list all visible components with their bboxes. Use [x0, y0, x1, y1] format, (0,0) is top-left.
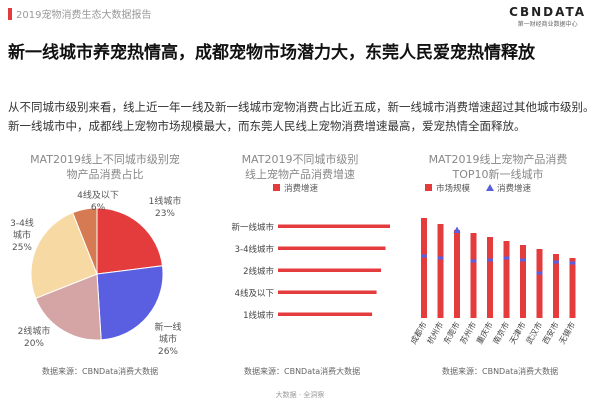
growth-bar-1: [278, 224, 390, 228]
growth-category-label-3: 2线城市: [243, 266, 274, 277]
top10-legend-swatch-1: [425, 184, 432, 191]
top10-growth-marker-10: [569, 261, 576, 265]
top10-bar-3: [454, 230, 460, 318]
logo-text: CBNDATA: [509, 5, 586, 19]
growth-category-label-4: 4线及以下: [235, 288, 275, 299]
pie-label-2-b: 城市: [159, 333, 177, 345]
top10-source: 数据来源：CBNData消费大数据: [442, 367, 559, 376]
growth-bar-3: [278, 268, 381, 272]
growth-bar-2: [278, 246, 386, 250]
pie-slice-4: [30, 211, 98, 299]
growth-bar-5: [278, 312, 373, 316]
top10-bar-6: [503, 241, 510, 318]
top10-legend-label-2: 消费增速: [497, 183, 532, 194]
pie-label-3: 2线城市: [18, 325, 51, 337]
top10-growth-marker-7: [520, 258, 526, 262]
pie-label-4-b: 城市: [13, 229, 31, 241]
report-header: 2019宠物消费生态大数据报告 CBNDATA 第一财经商业数据中心: [0, 0, 600, 30]
top10-bar-7: [520, 245, 526, 318]
pie-label-1: 1线城市: [149, 195, 182, 207]
top10-bar-5: [487, 237, 493, 318]
top10-bar-1: [421, 218, 427, 318]
top10-bar-2: [437, 224, 444, 318]
pie-value-3: 20%: [24, 339, 44, 349]
top10-growth-marker-5: [487, 258, 493, 262]
growth-legend-swatch: [273, 184, 280, 191]
logo-subtext: 第一财经商业数据中心: [517, 21, 578, 28]
pie-title-line-2: 物产品消费占比: [66, 168, 144, 181]
cbndata-logo: CBNDATA 第一财经商业数据中心: [509, 5, 586, 28]
pie-slice-2: [96, 265, 164, 341]
growth-category-label-2: 3-4线城市: [235, 244, 275, 255]
pie-slice-5: [72, 207, 98, 275]
growth-source: 数据来源：CBNData消费大数据: [244, 367, 361, 376]
top10-title-line-1: MAT2019线上宠物产品消费: [428, 153, 568, 166]
top10-bar-9: [553, 254, 559, 318]
pie-slice-1: [96, 207, 164, 275]
top10-legend-label-1: 市场规模: [436, 183, 471, 194]
pie-label-4: 3-4线: [10, 217, 34, 229]
top10-chart-title: MAT2019线上宠物产品消费 TOP10新一线城市: [408, 152, 588, 182]
pie-value-1: 23%: [155, 209, 175, 219]
top10-growth-marker-4: [470, 259, 477, 263]
top10-growth-marker-9: [553, 260, 559, 264]
summary-text: 从不同城市级别来看，线上近一年一线及新一线城市宠物消费占比近五成，新一线城市消费…: [8, 100, 595, 133]
pie-value-5: 6%: [91, 203, 106, 213]
growth-category-label-5: 1线城市: [243, 310, 274, 321]
pie-label-5: 4线及以下: [77, 189, 119, 201]
top10-growth-marker-6: [503, 256, 510, 260]
report-title: 2019宠物消费生态大数据报告: [16, 10, 152, 21]
pie-title-line-1: MAT2019线上不同城市级别宠: [30, 153, 180, 166]
growth-title-line-2: 线上宠物产品消费增速: [245, 168, 355, 181]
page-headline: 新一线城市养宠热情高，成都宠物市场潜力大，东莞人民爱宠热情释放: [8, 43, 535, 63]
top10-bar-4: [470, 233, 477, 318]
growth-title-line-1: MAT2019不同城市级别: [241, 153, 359, 166]
pie-source: 数据来源：CBNData消费大数据: [42, 367, 159, 376]
growth-category-label-1: 新一线城市: [231, 222, 274, 233]
top10-category-label-10: 无锡市: [557, 320, 578, 346]
top10-growth-marker-2: [437, 256, 444, 260]
growth-bar-4: [278, 290, 377, 294]
top10-growth-marker-1: [421, 254, 427, 258]
top10-growth-marker-3: [453, 226, 461, 233]
top10-growth-marker-8: [536, 271, 543, 275]
pie-label-2: 新一线: [154, 321, 181, 333]
growth-chart-title: MAT2019不同城市级别 线上宠物产品消费增速: [220, 152, 380, 182]
top10-bar-10: [569, 258, 576, 318]
page-footer: 大数据 · 全洞察: [275, 391, 325, 399]
top10-title-line-2: TOP10新一线城市: [452, 168, 544, 181]
pie-value-2: 26%: [158, 347, 178, 357]
pie-chart-title: MAT2019线上不同城市级别宠 物产品消费占比: [20, 152, 190, 182]
top10-legend-swatch-2: [486, 184, 494, 191]
growth-legend-label: 消费增速: [284, 183, 319, 194]
pie-value-4: 25%: [12, 243, 32, 253]
header-accent-bar: [8, 8, 12, 20]
top10-bar-8: [536, 249, 543, 318]
pie-slice-3: [34, 273, 102, 341]
